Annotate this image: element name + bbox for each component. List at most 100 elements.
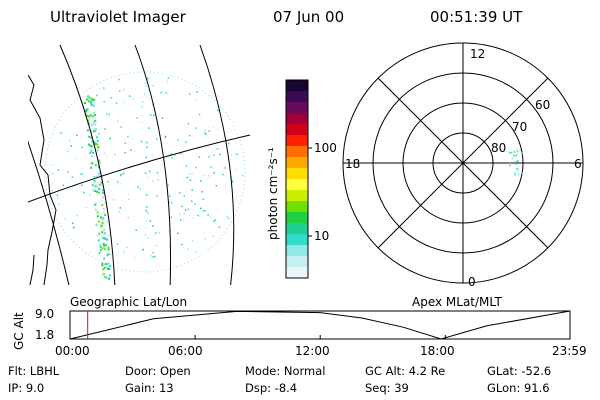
aurora-dot [152, 225, 154, 227]
aurora-dot [201, 191, 203, 193]
aurora-dot [149, 97, 151, 99]
aurora-dot [218, 226, 221, 228]
aurora-dot [95, 223, 98, 226]
aurora-dot [147, 237, 149, 239]
aurora-dot [117, 120, 119, 122]
aurora-dot [171, 157, 174, 159]
aurora-dot [101, 262, 104, 265]
lat-label-60: 60 [535, 98, 551, 112]
aurora-dot [146, 206, 148, 208]
info-dsp: Dsp: -8.4 [245, 381, 298, 395]
polar-aurora-dot [513, 154, 515, 157]
aurora-dot [152, 256, 154, 258]
aurora-dot [123, 251, 125, 253]
mlt-label-6: 6 [574, 157, 582, 171]
mlt-label-0: 0 [468, 275, 476, 289]
aurora-dot [89, 97, 91, 100]
aurora-dot [79, 173, 82, 175]
aurora-dot [92, 130, 95, 133]
aurora-dot [149, 170, 151, 173]
aurora-dot [177, 232, 179, 234]
aurora-dot [94, 190, 97, 193]
gc-alt-line [69, 310, 571, 340]
aurora-dot [118, 78, 120, 81]
aurora-dot [103, 229, 105, 231]
aurora-dot [125, 246, 128, 249]
aurora-dot [189, 172, 191, 175]
aurora-dot [56, 194, 59, 196]
aurora-dot [235, 153, 238, 156]
aurora-dot [184, 209, 187, 211]
aurora-dot [104, 263, 107, 266]
aurora-dot [96, 136, 99, 139]
aurora-dot [97, 165, 100, 168]
instrument-title: Ultraviolet Imager [50, 8, 186, 26]
aurora-dot [230, 153, 233, 155]
aurora-dot [141, 249, 144, 251]
aurora-dot [91, 162, 94, 165]
aurora-dot [82, 168, 84, 170]
aurora-dot [185, 165, 188, 167]
aurora-dot [108, 277, 111, 280]
aurora-dot [106, 238, 109, 241]
colorbar-segment [286, 245, 308, 257]
aurora-dot [119, 207, 121, 209]
aurora-dot [72, 227, 74, 229]
aurora-dot [200, 207, 202, 210]
aurora-dot [89, 114, 92, 117]
aurora-dot [152, 180, 154, 182]
aurora-dot [60, 132, 62, 134]
aurora-dot [161, 164, 163, 166]
aurora-dot [97, 172, 100, 174]
colorbar-segment [286, 146, 308, 158]
aurora-dot [90, 116, 92, 119]
aurora-dot [69, 139, 71, 142]
colorbar-segment [286, 267, 308, 279]
aurora-dot [122, 88, 125, 91]
aurora-dot [103, 87, 105, 89]
aurora-dot [237, 153, 239, 155]
aurora-dot [84, 102, 86, 104]
aurora-dot [94, 142, 97, 145]
info-mode: Mode: Normal [245, 364, 326, 378]
polar-aurora-dot [516, 153, 518, 155]
aurora-dot [98, 200, 100, 203]
aurora-dot [100, 180, 103, 182]
aurora-dot [212, 167, 215, 169]
aurora-dot [87, 100, 90, 103]
aurora-dot [179, 213, 181, 215]
aurora-dot [114, 153, 116, 156]
polar-aurora-dot [516, 160, 518, 163]
aurora-dot [93, 98, 96, 101]
aurora-dot [81, 146, 83, 149]
aurora-dot [105, 113, 108, 115]
coastline [28, 74, 57, 285]
aurora-dot [99, 216, 102, 219]
aurora-dot [196, 155, 198, 157]
aurora-dot [124, 151, 126, 154]
aurora-dot [180, 152, 182, 155]
aurora-dot [188, 134, 191, 137]
polar-aurora-dot [510, 151, 512, 154]
polar-aurora-dot [509, 164, 512, 166]
aurora-dot [170, 216, 172, 219]
aurora-dot [191, 173, 194, 175]
info-seq: Seq: 39 [365, 381, 409, 395]
aurora-dot [120, 173, 122, 176]
aurora-dot [94, 202, 97, 205]
aurora-dot [171, 202, 173, 204]
aurora-dot [97, 239, 100, 242]
aurora-dot [198, 156, 201, 158]
info-ip: IP: 9.0 [8, 381, 45, 395]
longitude-line [28, 140, 70, 285]
gc-alt-ytick: 1.8 [35, 328, 55, 342]
aurora-dot [241, 174, 244, 176]
aurora-dot [145, 209, 147, 212]
aurora-dot [104, 238, 107, 241]
aurora-dot [144, 172, 147, 174]
aurora-dot [146, 211, 149, 214]
aurora-dot [96, 234, 98, 237]
aurora-dot [198, 113, 201, 116]
aurora-emission [51, 77, 244, 280]
aurora-dot [105, 244, 108, 247]
